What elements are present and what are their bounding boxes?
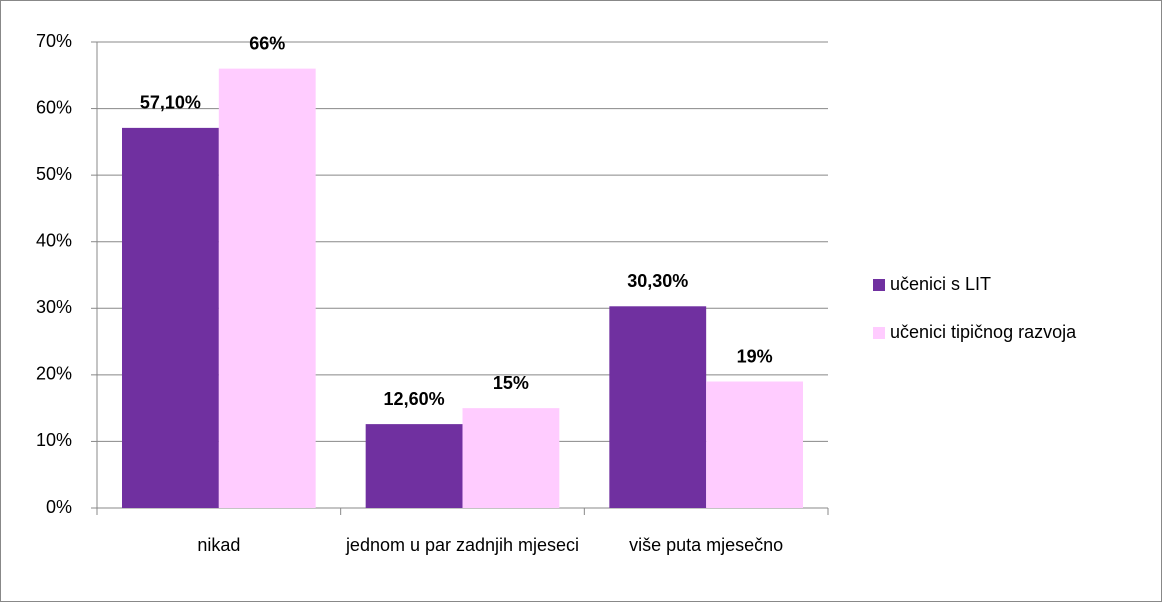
y-tick-label: 10% bbox=[36, 430, 72, 450]
y-tick-label: 40% bbox=[36, 230, 72, 250]
bar bbox=[706, 381, 803, 508]
legend-swatch bbox=[873, 279, 885, 291]
bar bbox=[462, 408, 560, 508]
bar bbox=[122, 127, 219, 509]
x-tick-label: više puta mjesečno bbox=[629, 535, 783, 555]
data-label: 66% bbox=[249, 33, 285, 53]
legend-swatch bbox=[873, 327, 885, 339]
x-tick-label: nikad bbox=[197, 535, 240, 555]
x-tick-label: jednom u par zadnjih mjeseci bbox=[345, 535, 579, 555]
legend-label: učenici s LIT bbox=[890, 274, 991, 294]
bar bbox=[218, 68, 316, 508]
data-label: 12,60% bbox=[384, 389, 445, 409]
data-label: 30,30% bbox=[627, 271, 688, 291]
data-label: 15% bbox=[493, 373, 529, 393]
bar bbox=[609, 306, 707, 508]
data-label: 19% bbox=[737, 346, 773, 366]
y-tick-label: 50% bbox=[36, 164, 72, 184]
legend-label: učenici tipičnog razvoja bbox=[890, 322, 1077, 342]
y-tick-label: 30% bbox=[36, 297, 72, 317]
y-tick-label: 20% bbox=[36, 364, 72, 384]
y-tick-label: 0% bbox=[46, 497, 72, 517]
y-tick-label: 60% bbox=[36, 97, 72, 117]
y-tick-label: 70% bbox=[36, 31, 72, 51]
data-label: 57,10% bbox=[140, 93, 201, 113]
bar bbox=[365, 424, 463, 508]
